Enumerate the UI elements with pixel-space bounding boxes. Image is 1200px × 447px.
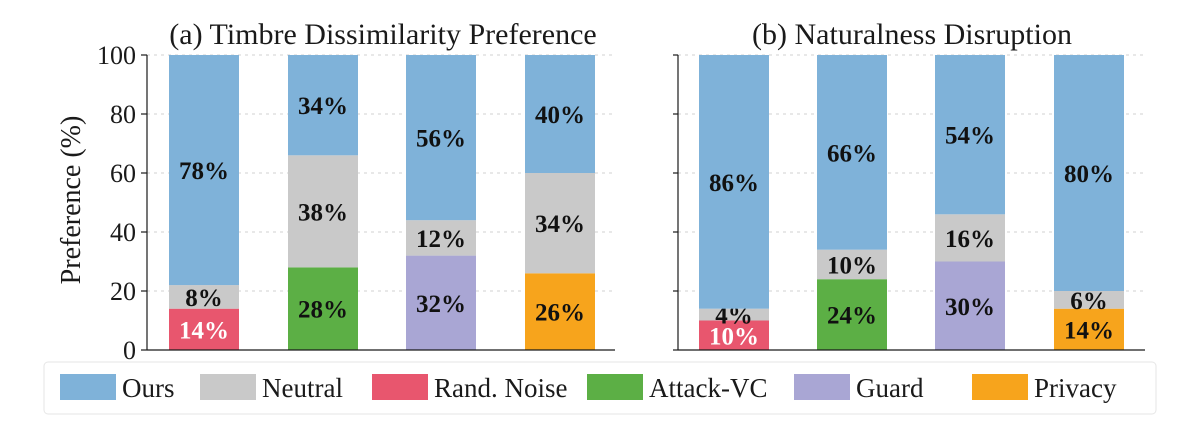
bar-segment-ours xyxy=(935,55,1005,215)
panel-a-bar-2: 28% 38% 34% xyxy=(288,55,358,350)
legend-label: Privacy xyxy=(1034,373,1117,403)
panel-a-y-ticks: 0 20 40 60 80 100 xyxy=(97,41,147,365)
y-tick-label: 60 xyxy=(110,159,136,188)
panel-b-bar-3: 30% 16% 54% xyxy=(935,55,1005,350)
panel-b-title: (b) Naturalness Disruption xyxy=(752,18,1072,51)
legend-label: Attack-VC xyxy=(649,373,767,403)
data-label: 14% xyxy=(179,317,229,344)
data-label: 80% xyxy=(1064,161,1114,188)
bar-segment-ours xyxy=(1054,55,1124,291)
bar-segment-attack-vc xyxy=(288,267,358,350)
data-label: 6% xyxy=(1070,288,1108,315)
bar-segment-ours xyxy=(406,55,476,221)
bar-segment-neutral xyxy=(1054,291,1124,309)
legend-item-privacy: Privacy xyxy=(972,373,1117,403)
y-tick-label: 20 xyxy=(110,277,136,306)
y-tick-label: 40 xyxy=(110,218,136,247)
data-label: 86% xyxy=(709,170,759,197)
bar-segment-privacy xyxy=(525,273,595,350)
data-label: 10% xyxy=(709,323,759,350)
panel-b-naturalness-disruption: (b) Naturalness Disruption 10%4%86%24%10… xyxy=(673,18,1145,351)
legend-item-neutral: Neutral xyxy=(200,373,343,403)
data-label: 66% xyxy=(827,140,877,167)
panel-b-bar-1: 10%4%86% xyxy=(699,55,769,350)
panel-a-bar-4: 26% 34% 40% xyxy=(525,55,595,350)
legend-swatch xyxy=(794,374,850,400)
data-label: 16% xyxy=(945,226,995,253)
data-label: 40% xyxy=(535,102,585,129)
data-label: 24% xyxy=(827,303,877,330)
data-label: 78% xyxy=(179,158,229,185)
bar-segment-rand-noise xyxy=(169,308,239,350)
data-label: 54% xyxy=(945,123,995,150)
bar-segment-neutral xyxy=(935,214,1005,262)
bar-segment-neutral xyxy=(169,285,239,309)
bar-segment-ours xyxy=(525,55,595,173)
data-label: 32% xyxy=(416,291,466,318)
data-label: 8% xyxy=(185,285,223,312)
bar-segment-ours xyxy=(288,55,358,156)
panel-b-bar-2: 24% 10% 66% xyxy=(817,55,887,350)
bar-segment-neutral xyxy=(817,249,887,280)
data-label: 12% xyxy=(416,226,466,253)
bar-segment-attack-vc xyxy=(817,279,887,350)
bar-segment-neutral xyxy=(288,155,358,268)
legend-label: Rand. Noise xyxy=(434,373,568,403)
legend-item-attack-vc: Attack-VC xyxy=(587,373,767,403)
legend-item-rand-noise: Rand. Noise xyxy=(372,373,568,403)
panel-a-bar-1: 14% 8% 78% xyxy=(169,55,239,350)
legend-item-guard: Guard xyxy=(794,373,924,403)
y-tick-label: 80 xyxy=(110,100,136,129)
legend-label: Neutral xyxy=(262,373,343,403)
legend: Ours Neutral Rand. Noise Attack-VC Guard Priv… xyxy=(60,373,1117,403)
data-label: 34% xyxy=(298,93,348,120)
legend-swatch xyxy=(200,374,256,400)
data-label: 26% xyxy=(535,300,585,327)
data-label: 38% xyxy=(298,199,348,226)
y-tick-label: 0 xyxy=(123,336,136,365)
legend-swatch xyxy=(60,374,116,400)
y-axis-label: Preference (%) xyxy=(56,116,87,285)
data-label: 34% xyxy=(535,211,585,238)
bar-segment-ours xyxy=(817,55,887,250)
legend-label: Guard xyxy=(856,373,924,403)
data-label: 56% xyxy=(416,126,466,153)
data-label: 10% xyxy=(827,252,877,279)
data-label: 30% xyxy=(945,294,995,321)
legend-label: Ours xyxy=(122,373,175,403)
y-tick-label: 100 xyxy=(97,41,136,70)
legend-item-ours: Ours xyxy=(60,373,175,403)
panel-a-bars: 14% 8% 78% 28% 38% 34% 32% 12% 56% 26% 34% 40% xyxy=(169,55,595,350)
panel-a-timbre-dissimilarity: (a) Timbre Dissimilarity Preference Pref… xyxy=(56,18,615,365)
data-label: 28% xyxy=(298,297,348,324)
bar-segment-ours xyxy=(699,55,769,309)
legend-swatch xyxy=(372,374,428,400)
bar-segment-rand-noise xyxy=(699,320,769,350)
bar-segment-guard xyxy=(406,255,476,350)
data-label: 14% xyxy=(1064,317,1114,344)
panel-a-title: (a) Timbre Dissimilarity Preference xyxy=(169,18,596,51)
bar-segment-neutral xyxy=(406,220,476,256)
bar-segment-neutral xyxy=(525,173,595,274)
bar-segment-ours xyxy=(169,55,239,286)
bar-segment-privacy xyxy=(1054,308,1124,350)
panel-b-bar-4: 14%6% 80% xyxy=(1054,55,1124,350)
legend-swatch xyxy=(587,374,643,400)
bar-segment-guard xyxy=(935,261,1005,350)
panel-b-bars: 10%4%86% 24% 10% 66% 30% 16% 54% 14%6% 80% xyxy=(699,55,1124,350)
legend-swatch xyxy=(972,374,1028,400)
bar-segment-neutral xyxy=(699,308,769,321)
panel-a-bar-3: 32% 12% 56% xyxy=(406,55,476,350)
